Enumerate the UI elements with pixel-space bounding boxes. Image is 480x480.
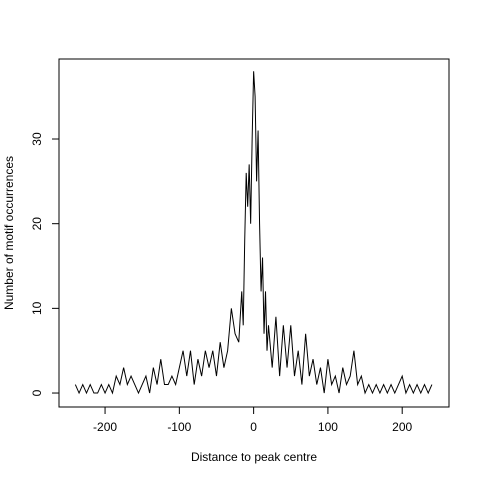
x-tick-label: -200 bbox=[93, 420, 117, 434]
x-tick-label: 0 bbox=[250, 420, 257, 434]
y-axis-label: Number of motif occurrences bbox=[2, 156, 16, 310]
y-tick-label: 20 bbox=[30, 217, 44, 231]
y-tick-label: 10 bbox=[30, 301, 44, 315]
data-line bbox=[74, 71, 433, 395]
x-tick-label: -100 bbox=[167, 420, 191, 434]
x-axis-label: Distance to peak centre bbox=[191, 450, 317, 464]
x-tick-label: 200 bbox=[392, 420, 412, 434]
y-tick-label: 30 bbox=[30, 132, 44, 146]
x-tick-label: 100 bbox=[318, 420, 338, 434]
y-tick-label: 0 bbox=[30, 389, 44, 396]
plot-box bbox=[58, 58, 450, 408]
